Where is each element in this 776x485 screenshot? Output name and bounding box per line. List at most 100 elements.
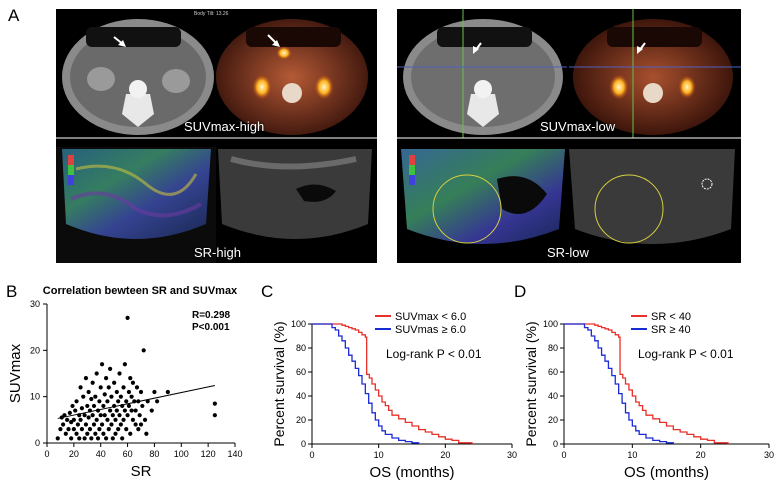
scatter-point (78, 417, 83, 422)
scatter-point (137, 413, 142, 418)
x-tick-label: 10 (374, 450, 384, 460)
scatter-point (91, 422, 97, 427)
scatter-point (126, 403, 132, 409)
x-tick-label: 20 (440, 450, 450, 460)
scatter-point (99, 422, 105, 427)
scatter-point (93, 394, 98, 399)
scatter-point (102, 413, 107, 418)
scatter-point (106, 385, 111, 390)
scatter-point (85, 403, 90, 409)
y-tick-label: 30 (30, 299, 40, 309)
scatter-point (101, 403, 106, 409)
scatter-point (74, 399, 79, 404)
scatter-point (69, 436, 74, 441)
y-tick-label: 40 (548, 391, 558, 401)
logrank-annotation: Log-rank P < 0.01 (386, 347, 482, 361)
x-tick-label: 20 (69, 449, 79, 459)
scatter-point (129, 408, 134, 413)
x-tick-label: 30 (764, 450, 774, 460)
scatter-point (73, 408, 78, 413)
scatter-point (93, 431, 98, 436)
scatter-point (55, 436, 60, 441)
caption-suvmax-high: SUVmax-high (184, 119, 265, 134)
scatter-point (113, 417, 118, 422)
scatter-point (117, 413, 122, 418)
scatter-point (212, 413, 217, 418)
panel-letter-d: D (514, 282, 527, 301)
scatter-point (83, 376, 89, 381)
scatter-point (61, 422, 66, 427)
scatter-point (142, 417, 148, 422)
scatter-point (87, 427, 93, 432)
caption-sr-high: SR-high (194, 245, 241, 260)
x-axis-label: OS (months) (369, 464, 454, 481)
imaging-composite-high: SUVmax-high SR-high Body Tilt: 13.26 (56, 9, 377, 263)
x-tick-label: 60 (123, 449, 133, 459)
scatter-point (114, 389, 119, 395)
x-tick-label: 80 (149, 449, 159, 459)
x-tick-label: 100 (174, 449, 189, 459)
scatter-point (81, 394, 86, 399)
caption-sr-low: SR-low (547, 245, 589, 260)
scatter-point (105, 417, 110, 422)
logrank-annotation: Log-rank P < 0.01 (638, 347, 734, 361)
panel-letter-c: C (261, 282, 274, 301)
scatter-point (98, 385, 103, 390)
panel-letter-b: B (6, 282, 18, 301)
scatter-point (138, 422, 144, 427)
scatter-point (105, 399, 110, 404)
annotation-p: P<0.001 (192, 322, 230, 333)
scatter-point (102, 392, 107, 397)
scatter-point (79, 427, 85, 432)
legend-label: SR ≥ 40 (651, 324, 691, 336)
scatter-point (116, 427, 121, 432)
scatter-point (94, 371, 99, 376)
scatter-point (114, 408, 119, 413)
scatter-point (141, 348, 146, 353)
scatter-point (86, 415, 91, 420)
scatter-point (97, 427, 102, 432)
scatter-point (65, 417, 70, 422)
scatter-point (63, 431, 68, 436)
scatter-point (82, 413, 87, 418)
scatter-point (124, 399, 129, 404)
imaging-illustration-high (56, 19, 377, 263)
scatter-point (86, 389, 91, 395)
km-chart-sr: 0 10 20 30 0 20 40 60 80 100 OS (months) Percent su… (523, 311, 774, 481)
scatter-point (70, 403, 75, 409)
scatter-point (128, 431, 133, 436)
scatter-point (110, 413, 115, 418)
scatter-point (98, 413, 103, 418)
ct-overlay-text: Body Tilt: 13.26 (194, 11, 229, 17)
km-chart-suvmax: 0 10 20 30 0 20 40 60 80 100 OS (months) Percent su… (271, 311, 517, 481)
y-tick-label: 40 (296, 391, 306, 401)
y-tick-label: 60 (548, 367, 558, 377)
scatter-point (89, 396, 94, 402)
scatter-point (62, 413, 67, 418)
scatter-point (94, 417, 99, 422)
scatter-point (130, 380, 136, 385)
y-tick-label: 80 (296, 343, 306, 353)
scatter-point (106, 427, 111, 432)
x-axis-label: OS (months) (624, 464, 709, 481)
scatter-point (78, 385, 83, 390)
scatter-point (129, 394, 134, 399)
scatter-point (74, 431, 79, 436)
x-axis-label: SR (131, 463, 152, 480)
scatter-point (116, 399, 121, 404)
survival-curve-low (564, 323, 729, 444)
scatter-point (66, 427, 71, 432)
scatter-point (109, 422, 114, 427)
x-tick-label: 0 (561, 450, 566, 460)
chart-title: Correlation bewteen SR and SUVmax (43, 285, 238, 297)
scatter-point (133, 422, 138, 427)
scatter-point (75, 422, 80, 427)
scatter-point (125, 413, 130, 418)
scatter-point (155, 399, 160, 404)
survival-curve-high (312, 323, 420, 444)
scatter-point (121, 385, 126, 390)
x-tick-label: 120 (201, 449, 216, 459)
scatter-point (101, 431, 106, 436)
scatter-point (136, 427, 141, 432)
scatter-point (121, 417, 126, 422)
